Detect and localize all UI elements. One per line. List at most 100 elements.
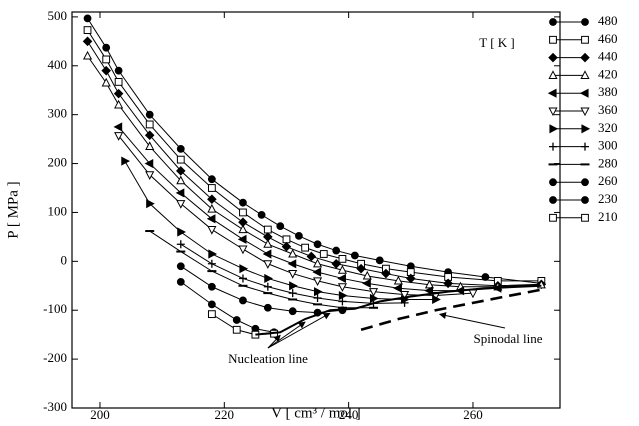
marker [176,262,185,271]
marker [239,296,247,305]
y-tick-label: 200 [48,155,68,170]
marker [356,263,366,274]
legend-marker [549,35,557,44]
marker [263,225,272,234]
marker [281,241,292,252]
marker [239,264,249,274]
marker [312,258,323,268]
marker [239,198,247,207]
annotation-arrow [267,321,306,349]
marker [83,14,92,23]
marker [263,260,273,269]
marker [121,156,130,166]
marker [207,310,216,319]
legend-marker [580,70,590,79]
legend-marker [581,124,591,134]
annotation-arrow [438,312,506,329]
marker [114,132,124,141]
legend-marker [581,213,589,222]
marker [207,184,216,192]
marker [362,278,371,288]
marker [257,210,266,219]
marker [263,282,272,291]
boundary-line [360,288,542,332]
series-line [180,281,275,333]
legend-label: 360 [598,102,618,117]
marker [262,249,272,259]
marker [207,282,216,291]
marker [288,289,297,298]
marker [145,110,154,119]
marker [313,240,322,249]
marker [145,171,155,180]
y-tick-label: 0 [61,252,68,267]
marker [331,258,341,269]
marker [175,188,185,198]
legend-marker [581,35,589,44]
legend-label: 380 [598,84,618,99]
x-tick-label: 200 [90,407,110,422]
marker [375,256,384,265]
marker [288,307,297,316]
boundary-line [255,284,542,336]
marker [83,26,92,34]
marker [432,294,441,305]
marker [263,303,272,312]
legend-marker [581,178,589,187]
x-tick-label: 240 [339,407,359,422]
legend-marker [581,18,589,26]
marker [313,294,322,302]
marker [207,300,216,309]
legend-marker [581,196,589,204]
legend-marker [549,196,557,204]
annotation: Nucleation line [228,351,308,366]
legend-label: 320 [598,120,618,135]
series-line [87,41,542,287]
legend-marker [549,124,559,134]
marker [332,246,341,255]
marker [82,36,93,47]
marker [289,281,298,291]
marker [176,240,185,249]
marker [424,286,434,296]
legend-label: 280 [598,155,618,170]
marker [176,277,185,286]
marker [207,175,216,184]
x-tick-label: 260 [463,407,483,422]
y-axis-label: P [ MPa ] [5,181,21,238]
legend-marker [549,178,557,187]
legend-label: 440 [598,49,618,64]
marker [400,298,409,307]
legend-label: 210 [598,209,618,224]
legend-title: T [ K ] [479,35,515,50]
marker [114,78,123,86]
marker [145,141,155,151]
marker [144,158,154,169]
marker [319,250,328,258]
y-tick-label: 300 [48,106,68,121]
marker [337,264,347,274]
plot-frame [71,11,561,409]
y-tick-label: 400 [48,57,68,72]
marker [288,269,298,279]
series-line [87,55,542,288]
marker [102,55,111,64]
marker [313,287,323,297]
marker [102,43,111,52]
legend-marker [579,88,589,98]
marker [207,259,216,268]
legend-marker [549,18,557,26]
y-tick-label: 500 [48,8,68,23]
legend-label: 420 [598,66,618,81]
marker [312,277,323,287]
marker [146,199,155,209]
legend-label: 480 [598,13,618,28]
marker [176,144,185,153]
marker [350,251,359,260]
legend-marker [581,142,589,151]
marker [282,235,291,244]
marker [238,224,248,234]
marker [287,259,297,269]
x-tick-label: 220 [215,407,235,422]
marker [301,243,310,252]
